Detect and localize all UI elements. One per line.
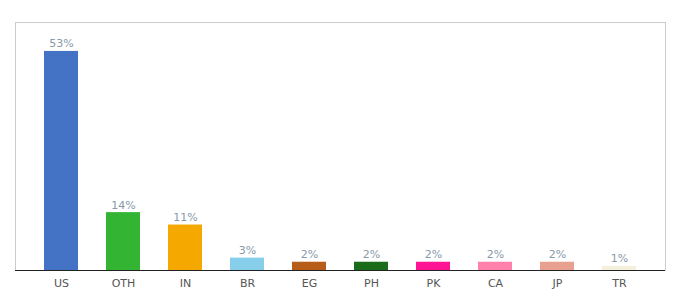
svg-text:JP: JP xyxy=(552,277,563,290)
svg-text:1%: 1% xyxy=(611,252,628,265)
svg-text:2%: 2% xyxy=(487,248,504,261)
svg-text:3%: 3% xyxy=(239,244,256,257)
svg-text:TR: TR xyxy=(611,277,627,290)
svg-text:PH: PH xyxy=(364,277,379,290)
svg-text:2%: 2% xyxy=(549,248,566,261)
svg-text:11%: 11% xyxy=(173,211,197,224)
svg-text:14%: 14% xyxy=(111,199,135,212)
svg-text:BR: BR xyxy=(240,277,256,290)
svg-text:53%: 53% xyxy=(49,37,73,50)
svg-text:IN: IN xyxy=(180,277,191,290)
svg-text:OTH: OTH xyxy=(112,277,136,290)
svg-text:EG: EG xyxy=(302,277,317,290)
svg-text:2%: 2% xyxy=(425,248,442,261)
svg-text:US: US xyxy=(54,277,69,290)
svg-text:2%: 2% xyxy=(363,248,380,261)
svg-text:CA: CA xyxy=(488,277,504,290)
svg-text:PK: PK xyxy=(427,277,442,290)
svg-text:2%: 2% xyxy=(301,248,318,261)
